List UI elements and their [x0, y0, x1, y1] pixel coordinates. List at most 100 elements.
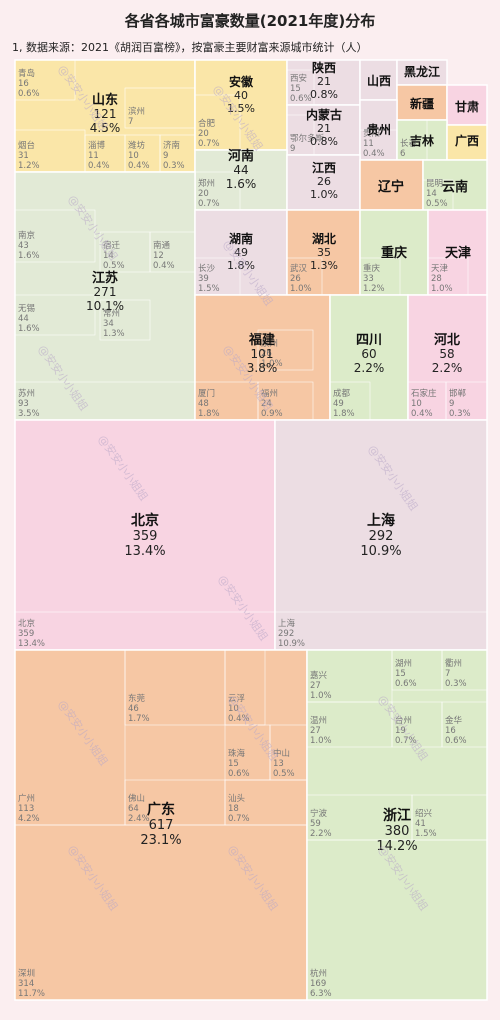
- province-tianjin-name: 天津: [445, 245, 471, 261]
- province-fujian-value: 101: [251, 347, 274, 361]
- province-sichuan-pct: 2.2%: [354, 361, 385, 375]
- city-苏州-value: 93: [18, 399, 29, 409]
- city-宿迁-pct: 0.5%: [103, 261, 125, 271]
- province-jiangxi-name: 江西: [312, 160, 336, 175]
- city-福州-name: 福州: [261, 388, 278, 399]
- city-邯郸-value: 9: [449, 399, 454, 409]
- city-青岛-name: 青岛: [18, 68, 35, 79]
- city-衢州-value: 7: [445, 669, 450, 679]
- province-sichuan-value: 60: [361, 347, 376, 361]
- city-东莞-value: 46: [128, 704, 139, 714]
- province-beijing-block: [14, 419, 276, 651]
- city-东莞-pct: 1.7%: [128, 714, 150, 724]
- city-成都-name: 成都: [333, 388, 351, 399]
- city-南京-name: 南京: [18, 230, 35, 241]
- province-henan-name: 河南: [228, 148, 254, 164]
- city-绍兴-pct: 1.5%: [415, 829, 437, 839]
- province-shaanxi-name: 陕西: [312, 60, 336, 75]
- city-合肥-pct: 0.7%: [198, 139, 220, 149]
- city-金华-value: 16: [445, 726, 456, 736]
- city-云浮-pct: 0.4%: [228, 714, 250, 724]
- city-邯郸-pct: 0.3%: [449, 409, 471, 419]
- province-liaoning-name: 辽宁: [378, 179, 404, 195]
- province-shaanxi-value: 21: [317, 75, 331, 88]
- city-宁波-value: 59: [310, 819, 321, 829]
- city-杭州-name: 杭州: [310, 968, 327, 979]
- city-济南-value: 9: [163, 151, 168, 161]
- city-佛山-pct: 2.4%: [128, 814, 150, 824]
- city-中山-value: 13: [273, 759, 284, 769]
- city-淄博-name: 淄博: [88, 140, 106, 151]
- city-台州-value: 19: [395, 726, 406, 736]
- city-宿迁-name: 宿迁: [103, 240, 121, 251]
- province-guangxi-name: 广西: [455, 133, 479, 148]
- chart-subtitle: 1, 数据来源：2021《胡润百富榜》，按富豪主要财富来源城市统计（人）: [12, 41, 368, 54]
- city-北京-value: 359: [18, 629, 34, 639]
- city-邯郸-name: 邯郸: [449, 388, 467, 399]
- city-嘉兴-name: 嘉兴: [310, 670, 328, 681]
- city-云浮-value: 10: [228, 704, 239, 714]
- province-shanghai-block: [274, 419, 488, 651]
- city-杭州-block: [306, 839, 488, 1001]
- city-云浮-name: 云浮: [228, 693, 245, 704]
- province-anhui-value: 40: [234, 89, 248, 102]
- province-jilin-name: 吉林: [410, 133, 434, 148]
- province-fujian-name: 福建: [248, 332, 275, 348]
- city-温州-value: 27: [310, 726, 321, 736]
- city-青岛-value: 16: [18, 79, 29, 89]
- province-jiangxi-value: 26: [317, 175, 331, 188]
- city-天津-block: [427, 257, 469, 296]
- province-hubei-name: 湖北: [312, 231, 336, 246]
- city-昆明-name: 昆明: [426, 179, 443, 189]
- province-zhejiang-name: 浙江: [383, 807, 411, 824]
- city-泉州-pct: 1.0%: [261, 359, 283, 369]
- city-邯郸-block: [445, 381, 488, 421]
- city-常州-value: 34: [103, 319, 114, 329]
- province-chongqing-block: [359, 209, 429, 296]
- city-合肥-name: 合肥: [198, 118, 216, 129]
- city-武汉-name: 武汉: [290, 263, 308, 274]
- city-鄂尔多斯-value: 9: [290, 144, 295, 154]
- city-青岛-pct: 0.6%: [18, 89, 40, 99]
- city-广州-name: 广州: [18, 793, 35, 804]
- city-合肥-block: [194, 94, 241, 151]
- city-滨州-name: 滨州: [128, 106, 145, 117]
- province-gansu-name: 甘肃: [455, 99, 479, 114]
- city-无锡-value: 44: [18, 314, 29, 324]
- city-潍坊-value: 10: [128, 151, 139, 161]
- city-西安-value: 15: [290, 84, 301, 94]
- city-重庆-pct: 1.2%: [363, 284, 385, 294]
- city-武汉-block: [286, 257, 323, 296]
- city-绍兴-name: 绍兴: [415, 808, 433, 819]
- city-无锡-name: 无锡: [18, 304, 36, 314]
- city-南通-pct: 0.4%: [153, 261, 175, 271]
- city-成都-pct: 1.8%: [333, 409, 355, 419]
- city-郑州-name: 郑州: [198, 178, 215, 189]
- province-neimenggu-value: 21: [317, 122, 331, 135]
- province-tianjin-block: [427, 209, 488, 296]
- city-合肥-value: 20: [198, 129, 209, 139]
- city-南京-pct: 1.6%: [18, 251, 40, 261]
- city-潍坊-pct: 0.4%: [128, 161, 150, 171]
- city-衢州-block: [441, 649, 488, 691]
- province-guangdong-name: 广东: [147, 801, 175, 818]
- city-金华-name: 金华: [445, 715, 463, 726]
- city-嘉兴-pct: 1.0%: [310, 691, 332, 701]
- province-neimenggu-block: [286, 104, 361, 156]
- city-汕头-pct: 0.7%: [228, 814, 250, 824]
- province-neimenggu-pct: 0.8%: [310, 135, 338, 148]
- city-长沙-pct: 1.5%: [198, 284, 220, 294]
- city-石家庄-pct: 0.4%: [411, 409, 433, 419]
- city-长春-value: 6: [400, 149, 405, 159]
- province-chongqing-name: 重庆: [381, 245, 407, 261]
- province-hunan-pct: 1.8%: [227, 259, 255, 272]
- city-汕头-name: 汕头: [228, 793, 246, 804]
- city-深圳-value: 314: [18, 979, 34, 989]
- city-宁波-pct: 2.2%: [310, 829, 332, 839]
- province-heilongjiang-block: [396, 59, 448, 86]
- province-fujian-pct: 3.8%: [247, 361, 278, 375]
- province-yunnan-name: 云南: [442, 179, 468, 195]
- city-烟台-value: 31: [18, 151, 29, 161]
- chart-title: 各省各城市富豪数量(2021年度)分布: [124, 12, 376, 30]
